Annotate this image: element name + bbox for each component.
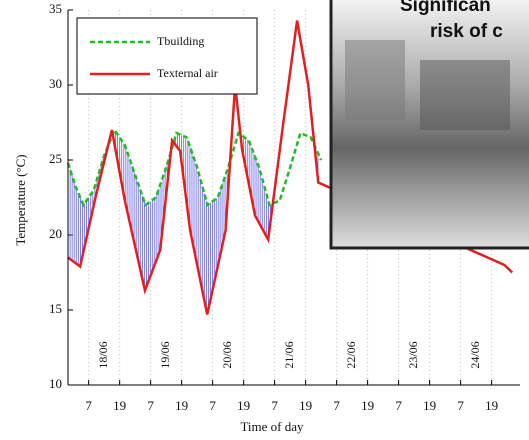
legend-label: Texternal air (157, 66, 218, 80)
overlay-text: Significan (400, 0, 491, 16)
legend-box (76, 17, 258, 95)
x-tick-label: 19 (237, 398, 250, 413)
x-tick-label: 19 (423, 398, 436, 413)
series-line (66, 127, 323, 208)
y-tick-label: 15 (49, 301, 62, 316)
x-axis-label: Time of day (240, 419, 304, 434)
x-tick-label: 19 (361, 398, 374, 413)
x-tick-label: 7 (333, 398, 340, 413)
date-label: 24/06 (468, 341, 482, 368)
y-tick-label: 25 (49, 151, 62, 166)
x-tick-label: 7 (147, 398, 154, 413)
series-line (67, 20, 514, 315)
x-tick-label: 7 (395, 398, 402, 413)
x-tick-label: 19 (299, 398, 312, 413)
x-tick-label: 7 (209, 398, 216, 413)
y-tick-label: 35 (49, 1, 62, 16)
date-label: 20/06 (220, 341, 234, 368)
date-label: 23/06 (406, 341, 420, 368)
x-tick-label: 19 (485, 398, 498, 413)
x-tick-label: 7 (85, 398, 92, 413)
overlay-shape (420, 60, 510, 130)
overlay-text: risk of c (430, 21, 503, 42)
overlay-shape (345, 40, 405, 120)
photo-overlay: Significan risk of c (329, 0, 529, 250)
date-label: 19/06 (158, 341, 172, 368)
date-label: 18/06 (96, 341, 110, 368)
y-tick-label: 10 (49, 376, 62, 391)
date-label: 21/06 (282, 341, 296, 368)
y-tick-label: 20 (49, 226, 62, 241)
y-tick-label: 30 (49, 76, 62, 91)
y-axis-label: Temperature (°C) (13, 154, 28, 245)
x-tick-label: 7 (271, 398, 278, 413)
date-label: 22/06 (344, 341, 358, 368)
legend-label: Tbuilding (157, 34, 204, 48)
x-tick-label: 19 (175, 398, 188, 413)
x-tick-label: 19 (113, 398, 126, 413)
x-tick-label: 7 (457, 398, 464, 413)
